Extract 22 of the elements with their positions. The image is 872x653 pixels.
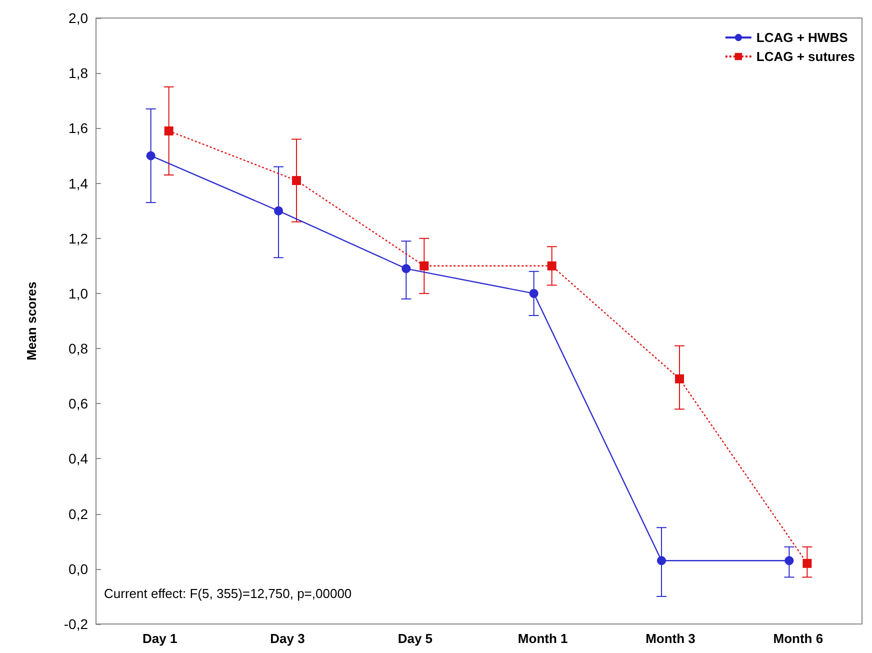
legend-label: LCAG + HWBS (756, 30, 848, 45)
x-tick-label: Month 3 (646, 631, 696, 646)
y-tick-label: 1,0 (68, 285, 88, 302)
y-tick-label: 0,0 (68, 560, 88, 577)
y-axis-title: Mean scores (24, 282, 39, 360)
y-tick-label: 1,4 (68, 175, 88, 192)
y-tick-label: 0,4 (68, 450, 88, 467)
x-tick-label: Day 5 (398, 631, 433, 646)
y-tick-label: 1,8 (68, 65, 88, 82)
y-tick-label: 2,0 (68, 10, 88, 26)
y-tick-label: 0,6 (68, 396, 88, 412)
y-tick-label: -0,2 (64, 616, 88, 632)
y-tick-label: 1,2 (68, 230, 88, 246)
x-tick-label: Day 1 (142, 631, 178, 646)
y-tick-label: 0,8 (68, 340, 88, 357)
x-tick-label: Month 6 (773, 631, 824, 646)
x-tick-label: Day 3 (270, 631, 305, 646)
annotation: Current effect: F(5, 355)=12,750, p=,00000 (104, 586, 352, 601)
x-tick-label: Month 1 (518, 631, 568, 646)
y-tick-label: 1,6 (68, 120, 88, 136)
y-tick-label: 0,2 (68, 506, 88, 522)
legend-label: LCAG + sutures (756, 49, 856, 64)
